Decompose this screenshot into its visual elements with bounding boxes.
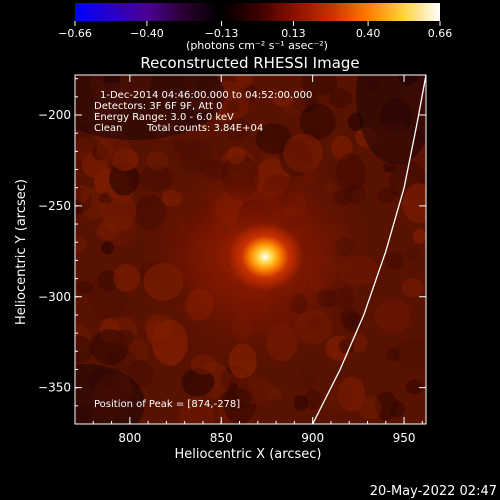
solar-limb	[312, 75, 426, 424]
texture-blob	[224, 118, 251, 141]
texture-blob	[109, 161, 140, 196]
y-tick-label: −350	[38, 381, 71, 395]
annotation-peak-position: Position of Peak = [874,-278]	[94, 399, 240, 410]
texture-dark-region	[75, 75, 225, 140]
texture-blob	[402, 183, 426, 224]
texture-blob	[395, 337, 426, 370]
colorbar-tick-label: −0.40	[130, 27, 164, 40]
texture-blob	[337, 376, 365, 412]
texture-blob	[377, 187, 397, 204]
colorbar-tick-label: 0.13	[281, 27, 306, 40]
y-axis-label: Heliocentric Y (arcsec)	[14, 179, 29, 325]
texture-blob	[374, 298, 412, 334]
texture-blob	[271, 90, 292, 107]
y-tick-label: −200	[38, 108, 71, 122]
chart-title: Reconstructed RHESSI Image	[140, 54, 359, 72]
texture-blob	[299, 103, 336, 140]
texture-blob	[293, 395, 309, 411]
texture-blob	[113, 329, 135, 346]
plot-frame	[74, 74, 427, 425]
annotation-energy: Energy Range: 3.0 - 6.0 keV	[94, 112, 234, 123]
texture-blob	[181, 368, 215, 397]
texture-blob	[405, 379, 424, 395]
x-tick-label: 900	[301, 431, 324, 445]
texture-blob	[75, 236, 88, 254]
texture-blob	[386, 347, 401, 362]
texture-dark-region	[75, 364, 145, 424]
colorbar-ticks: −0.66 −0.40 −0.13 0.13 0.40 0.66	[58, 21, 452, 40]
y-tick-label: −300	[38, 290, 71, 304]
texture-dark-region	[356, 75, 426, 165]
texture-blob	[146, 151, 169, 171]
texture-blob	[235, 75, 253, 89]
x-axis-label: Heliocentric X (arcsec)	[175, 447, 322, 462]
annotation-time: 1-Dec-2014 04:46:00.000 to 04:52:00.000	[100, 90, 312, 101]
texture-blob	[384, 251, 404, 270]
texture-blob	[221, 387, 252, 411]
annotation-counts: Total counts: 3.84E+04	[146, 123, 263, 134]
colorbar-tick-label: 0.40	[356, 27, 381, 40]
colorbar-tick-label: −0.66	[58, 27, 92, 40]
texture-blob	[304, 389, 322, 410]
texture-blob	[101, 241, 114, 255]
texture-blob	[405, 248, 419, 261]
colorbar-tick-label: 0.66	[428, 27, 453, 40]
texture-blob	[327, 382, 352, 413]
texture-blob	[127, 360, 154, 388]
texture-blob	[172, 139, 185, 154]
texture-blob	[95, 222, 119, 240]
colorbar-tick-label: −0.13	[205, 27, 239, 40]
x-axis: 800 850 900 950	[92, 75, 423, 445]
texture-blob	[413, 228, 426, 244]
y-tick-label: −250	[38, 199, 71, 213]
texture-blob	[390, 400, 406, 418]
texture-blob	[401, 278, 424, 298]
y-axis: −200 −250 −300 −350	[38, 78, 426, 407]
annotation-detectors: Detectors: 3F 6F 9F, Att 0	[94, 101, 222, 112]
x-tick-label: 950	[393, 431, 416, 445]
texture-blob	[329, 88, 353, 109]
colorbar-unit-label: (photons cm⁻² s⁻¹ asec⁻²)	[186, 39, 328, 52]
texture-blob	[75, 185, 90, 202]
texture-blob	[113, 264, 140, 292]
texture-blob	[179, 397, 215, 424]
texture-blob	[80, 187, 106, 220]
image-area	[75, 75, 426, 424]
texture-blob	[75, 335, 93, 363]
texture-blob	[374, 391, 398, 421]
texture-blob	[297, 367, 316, 390]
annotation-method: Clean	[94, 123, 122, 134]
texture-blob	[338, 338, 355, 354]
footer-timestamp: 20-May-2022 02:47	[370, 484, 497, 499]
texture-blob	[75, 186, 92, 215]
texture-blob	[301, 75, 338, 96]
texture-blob	[76, 280, 93, 295]
colorbar	[75, 3, 440, 21]
texture-blob	[331, 135, 353, 161]
texture-blob	[358, 396, 382, 420]
texture-blob	[282, 96, 306, 114]
x-tick-label: 800	[118, 431, 141, 445]
texture-blob	[75, 324, 91, 353]
source-peak	[227, 222, 304, 291]
x-tick-label: 850	[210, 431, 233, 445]
texture-blob	[75, 136, 95, 162]
